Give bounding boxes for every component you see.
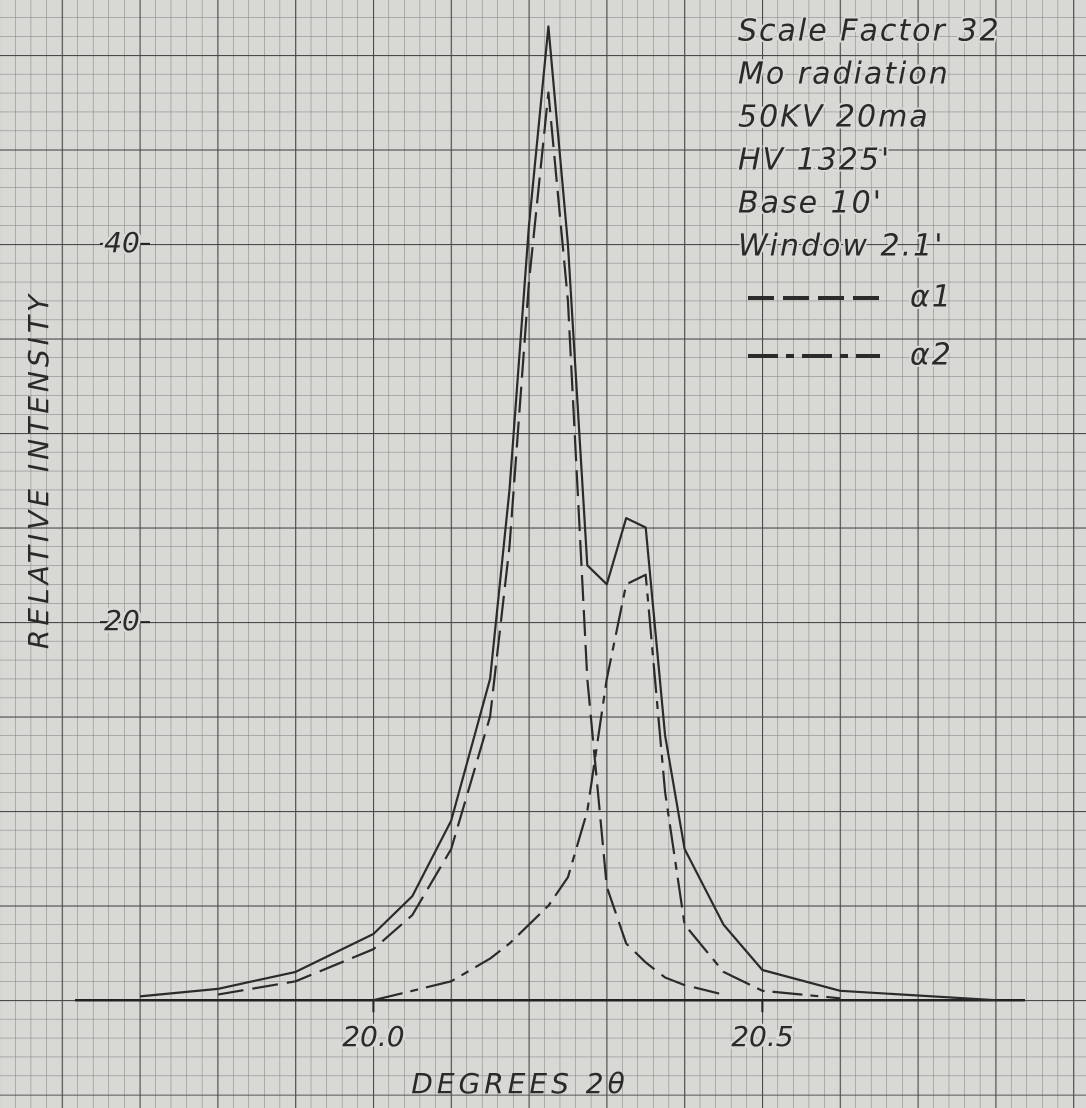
annotation: Base 10' [738, 186, 883, 221]
annotations: Scale Factor 32 Mo radiation 50KV 20ma HV 1… [736, 12, 1001, 375]
legend-label: α2 [910, 338, 953, 373]
series-line [139, 25, 996, 1002]
annotation: Scale Factor 32 [738, 14, 1001, 49]
annotation: 50KV 20ma [738, 100, 930, 135]
annotation: Mo radiation [738, 57, 950, 92]
legend-label: α1 [910, 280, 953, 315]
annotation: Window 2.1' [738, 229, 944, 264]
x-axis-label: DEGREES 2θ [411, 1067, 628, 1100]
x-tick-label: 20.0 [342, 1020, 404, 1053]
annotation: HV 1325' [738, 143, 891, 178]
series-line [217, 91, 724, 996]
x-tick-label: 20.5 [731, 1020, 793, 1053]
y-axis-label: RELATIVE INTENSITY [22, 291, 55, 649]
y-tick-label: 40 [104, 226, 140, 259]
series-line [373, 573, 841, 1002]
y-tick-label: 20 [104, 604, 140, 637]
